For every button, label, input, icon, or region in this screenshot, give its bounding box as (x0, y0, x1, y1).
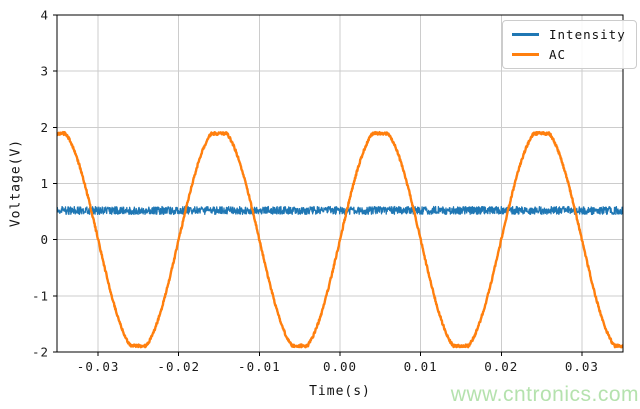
legend-item-intensity: Intensity (512, 27, 626, 42)
svg-text:1: 1 (40, 176, 49, 191)
svg-text:4: 4 (40, 8, 49, 23)
svg-text:3: 3 (40, 64, 49, 79)
svg-text:0.00: 0.00 (323, 359, 357, 374)
svg-text:0.01: 0.01 (404, 359, 438, 374)
watermark: www.cntronics.com (450, 383, 639, 406)
svg-text:-1: -1 (32, 288, 49, 303)
svg-text:-0.01: -0.01 (238, 359, 281, 374)
legend-label-ac: AC (549, 47, 567, 62)
legend-label-intensity: Intensity (549, 27, 626, 42)
svg-text:-2: -2 (32, 345, 49, 360)
svg-text:-0.03: -0.03 (77, 359, 120, 374)
ac-line-swatch (512, 53, 539, 56)
legend-item-ac: AC (512, 47, 626, 62)
x-axis-label: Time(s) (309, 384, 371, 399)
svg-text:2: 2 (40, 120, 49, 135)
svg-text:0.02: 0.02 (484, 359, 518, 374)
svg-text:0: 0 (40, 232, 49, 247)
intensity-line-swatch (512, 33, 539, 36)
svg-text:0.03: 0.03 (565, 359, 599, 374)
y-axis-label: Voltage(V) (8, 138, 24, 228)
svg-text:-0.02: -0.02 (157, 359, 200, 374)
legend: Intensity AC (502, 20, 637, 69)
